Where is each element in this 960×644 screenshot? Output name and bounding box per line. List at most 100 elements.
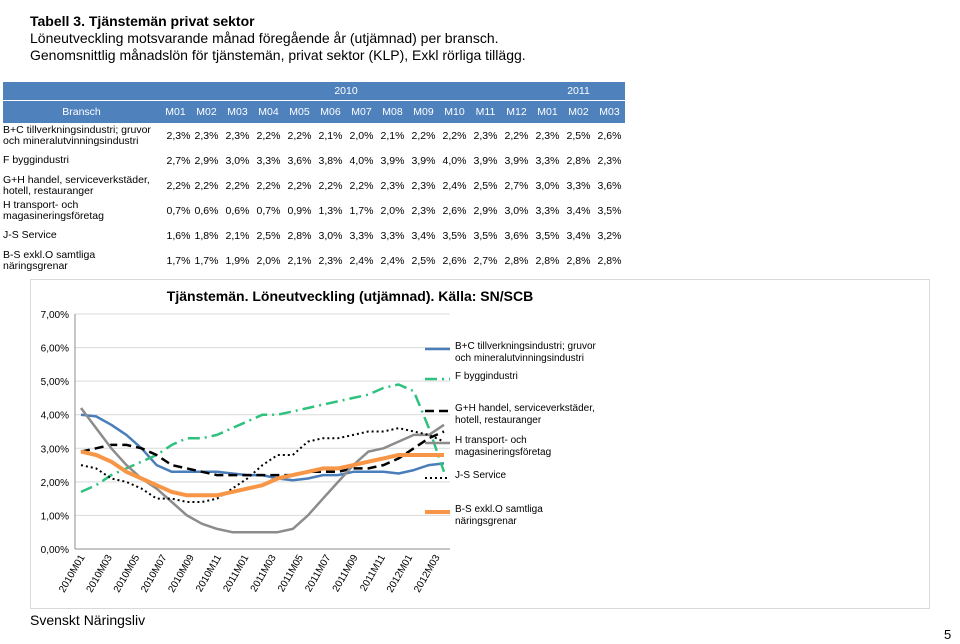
- row-label: F byggindustri: [3, 148, 160, 173]
- table-cell: 1,7%: [346, 198, 377, 223]
- table-cell: 2,2%: [284, 123, 315, 148]
- table-subtitle: Löneutveckling motsvarande månad föregåe…: [30, 30, 499, 46]
- table-cell: 2,2%: [439, 123, 470, 148]
- table-cell: 3,4%: [408, 223, 439, 248]
- table-cell: 3,5%: [532, 223, 563, 248]
- legend-label: B+C tillverkningsindustri; gruvor och mi…: [455, 341, 596, 364]
- table-cell: 2,3%: [470, 123, 501, 148]
- table-cell: 2,8%: [284, 223, 315, 248]
- table-cell: 2,6%: [594, 123, 625, 148]
- y-tick-label: 3,00%: [41, 444, 69, 455]
- table-cell: 2,7%: [160, 148, 191, 173]
- table-cell: 3,6%: [594, 173, 625, 198]
- table-cell: 3,9%: [501, 148, 532, 173]
- row-label: B-S exkl.O samtliga näringsgrenar: [3, 248, 160, 273]
- table-cell: 3,5%: [439, 223, 470, 248]
- table-cell: 3,3%: [532, 148, 563, 173]
- table-row: B+C tillverkningsindustri; gruvor och mi…: [3, 123, 625, 148]
- row-label: J-S Service: [3, 223, 160, 248]
- table-cell: 0,6%: [222, 198, 253, 223]
- table-cell: 1,3%: [315, 198, 346, 223]
- series-line-bs: [80, 449, 444, 498]
- table-cell: 2,4%: [439, 173, 470, 198]
- table-cell: 2,0%: [253, 248, 284, 273]
- y-tick-label: 1,00%: [41, 511, 69, 522]
- table-cell: 3,0%: [532, 173, 563, 198]
- table-cell: 3,3%: [377, 223, 408, 248]
- month-header-5: M06: [315, 100, 346, 123]
- month-header-7: M08: [377, 100, 408, 123]
- table-cell: 2,0%: [346, 123, 377, 148]
- row-label: B+C tillverkningsindustri; gruvor och mi…: [3, 123, 160, 148]
- table-cell: 2,8%: [594, 248, 625, 273]
- table-cell: 0,7%: [253, 198, 284, 223]
- table-cell: 2,3%: [222, 123, 253, 148]
- table-cell: 2,3%: [594, 148, 625, 173]
- month-header-0: M01: [160, 100, 191, 123]
- table-cell: 2,2%: [408, 123, 439, 148]
- month-header-1: M02: [191, 100, 222, 123]
- document-header: Tabell 3. Tjänstemän privat sektor Löneu…: [30, 12, 526, 64]
- table-cell: 2,2%: [284, 173, 315, 198]
- table-title: Tabell 3. Tjänstemän privat sektor: [30, 13, 255, 29]
- table-cell: 2,3%: [377, 173, 408, 198]
- table-cell: 2,2%: [222, 173, 253, 198]
- table-cell: 2,1%: [284, 248, 315, 273]
- table-cell: 1,8%: [191, 223, 222, 248]
- month-header-10: M11: [470, 100, 501, 123]
- legend-label: G+H handel, serviceverkstäder, hotell, r…: [455, 403, 595, 426]
- table-cell: 3,3%: [532, 198, 563, 223]
- page-number: 5: [944, 627, 952, 642]
- row-label: G+H handel, serviceverkstäder, hotell, r…: [3, 173, 160, 198]
- table-cell: 3,0%: [222, 148, 253, 173]
- table-cell: 2,2%: [501, 123, 532, 148]
- table-cell: 3,3%: [346, 223, 377, 248]
- year-2010: 2010: [160, 82, 532, 101]
- month-header-12: M01: [532, 100, 563, 123]
- table-cell: 2,5%: [563, 123, 594, 148]
- table-cell: 3,3%: [253, 148, 284, 173]
- table-row: F byggindustri 2,7% 2,9% 3,0% 3,3% 3,6% 3,8% 4,…: [3, 148, 625, 173]
- footer-org: Svenskt Näringsliv: [30, 612, 146, 628]
- month-header-6: M07: [346, 100, 377, 123]
- table-cell: 3,9%: [408, 148, 439, 173]
- table-cell: 2,7%: [470, 248, 501, 273]
- table-cell: 2,8%: [501, 248, 532, 273]
- month-header-14: M03: [594, 100, 625, 123]
- chart-frame: [30, 279, 930, 609]
- table-row: B-S exkl.O samtliga näringsgrenar 1,7% 1,7…: [3, 248, 625, 273]
- series-line-gh: [80, 430, 445, 477]
- table-cell: 2,6%: [439, 248, 470, 273]
- table-cell: 2,3%: [315, 248, 346, 273]
- table-cell: 2,5%: [253, 223, 284, 248]
- chart-legend: B+C tillverkningsindustri; gruvor och mi…: [425, 341, 596, 527]
- y-tick-label: 6,00%: [41, 344, 69, 355]
- table-cell: 2,2%: [191, 173, 222, 198]
- month-header-9: M10: [439, 100, 470, 123]
- table-cell: 2,1%: [315, 123, 346, 148]
- y-tick-label: 7,00%: [41, 310, 69, 321]
- table-cell: 2,2%: [253, 123, 284, 148]
- table-cell: 3,6%: [501, 223, 532, 248]
- table-cell: 2,9%: [470, 198, 501, 223]
- table-cell: 2,3%: [532, 123, 563, 148]
- branch-header: Bransch: [3, 100, 160, 123]
- year-2011: 2011: [532, 82, 625, 101]
- month-header-2: M03: [222, 100, 253, 123]
- table-cell: 2,5%: [408, 248, 439, 273]
- table-note: Genomsnittlig månadslön för tjänstemän, …: [30, 47, 526, 63]
- table-row: J-S Service 1,6% 1,8% 2,1% 2,5% 2,8% 3,0% 3,3% 3…: [3, 223, 625, 248]
- table-cell: 2,3%: [408, 198, 439, 223]
- table-cell: 3,3%: [563, 173, 594, 198]
- table-cell: 1,7%: [191, 248, 222, 273]
- series-line-js: [80, 427, 445, 503]
- legend-label: F byggindustri: [455, 371, 518, 382]
- table-cell: 2,2%: [253, 173, 284, 198]
- legend-label: B-S exkl.O samtliga näringsgrenar: [455, 504, 543, 527]
- table-row: H transport- och magasineringsföretag 0,7…: [3, 198, 625, 223]
- legend-label: J-S Service: [455, 470, 507, 481]
- y-tick-label: 2,00%: [41, 478, 69, 489]
- table-cell: 3,9%: [377, 148, 408, 173]
- y-tick-label: 0,00%: [41, 545, 69, 556]
- table-cell: 2,8%: [532, 248, 563, 273]
